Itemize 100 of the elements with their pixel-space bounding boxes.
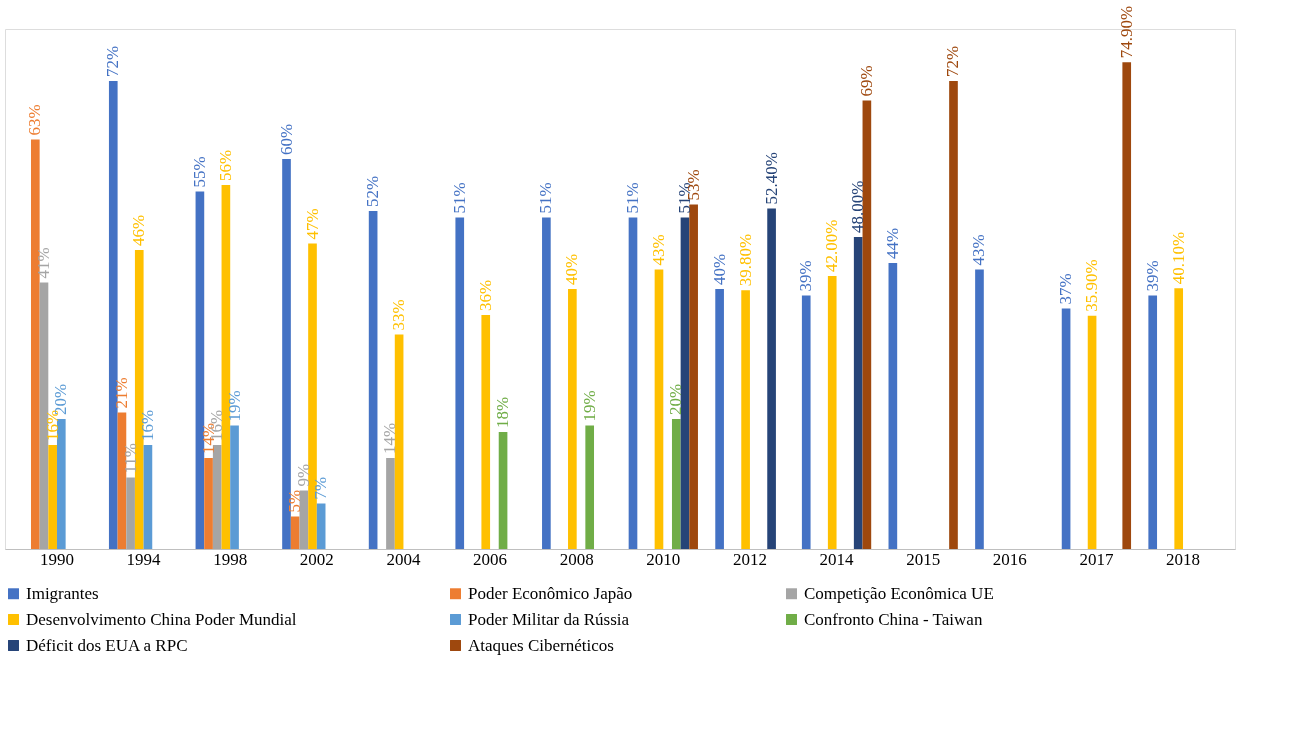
data-label: 46% bbox=[129, 214, 149, 246]
x-tick-label: 2008 bbox=[559, 549, 594, 569]
x-tick-label: 2004 bbox=[386, 549, 421, 569]
bar bbox=[715, 289, 724, 549]
bar bbox=[299, 490, 309, 549]
data-label: 69% bbox=[856, 65, 876, 97]
bar bbox=[134, 250, 144, 549]
data-label: 20% bbox=[666, 383, 686, 415]
bar bbox=[316, 503, 326, 549]
bar bbox=[827, 276, 837, 549]
bar bbox=[1148, 295, 1158, 549]
data-label: 44% bbox=[882, 227, 902, 259]
x-tick-label: 1994 bbox=[126, 549, 162, 569]
data-label: 18% bbox=[493, 396, 513, 428]
data-label: 11% bbox=[120, 442, 140, 474]
data-label: 39.80% bbox=[735, 233, 755, 287]
data-label: 43% bbox=[648, 234, 668, 266]
data-label: 56% bbox=[215, 149, 235, 181]
bar bbox=[308, 243, 317, 549]
data-label: 37% bbox=[1056, 273, 1076, 305]
data-label: 72% bbox=[103, 45, 123, 77]
bar bbox=[386, 458, 395, 549]
bar bbox=[741, 290, 750, 549]
legend-label: Poder Militar da Rússia bbox=[468, 609, 630, 629]
data-label: 16% bbox=[137, 409, 157, 441]
bar bbox=[1174, 288, 1184, 549]
bar bbox=[212, 445, 222, 549]
data-label: 74.90% bbox=[1116, 5, 1136, 59]
data-label: 51% bbox=[536, 182, 556, 214]
data-label: 14% bbox=[380, 422, 400, 454]
legend-label: Competição Econômica UE bbox=[804, 583, 994, 603]
data-label: 19% bbox=[579, 390, 599, 422]
bar bbox=[394, 334, 404, 549]
data-label: 39% bbox=[1142, 260, 1162, 292]
bar bbox=[30, 139, 40, 549]
bar bbox=[455, 217, 465, 549]
legend-label: Déficit dos EUA a RPC bbox=[26, 635, 188, 655]
data-label: 41% bbox=[33, 247, 53, 279]
data-label: 52% bbox=[363, 175, 383, 207]
data-label: 33% bbox=[389, 299, 409, 331]
data-label: 60% bbox=[276, 123, 296, 155]
bar bbox=[282, 159, 291, 549]
data-label: 9% bbox=[293, 463, 313, 487]
bar bbox=[143, 445, 153, 549]
bar bbox=[221, 185, 231, 549]
bar bbox=[767, 208, 776, 549]
legend-label: Desenvolvimento China Poder Mundial bbox=[26, 609, 297, 629]
data-label: 35.90% bbox=[1082, 259, 1102, 312]
data-label: 40% bbox=[709, 253, 729, 285]
bar bbox=[48, 445, 57, 549]
bar bbox=[481, 315, 491, 549]
legend-label: Confronto China - Taiwan bbox=[804, 609, 983, 629]
bar bbox=[368, 211, 378, 549]
data-label: 40% bbox=[562, 253, 582, 285]
bar bbox=[204, 458, 213, 549]
legend-label: Imigrantes bbox=[26, 583, 99, 603]
bar bbox=[1122, 62, 1132, 549]
bar bbox=[1061, 308, 1071, 549]
data-label: 7% bbox=[311, 476, 331, 500]
bar bbox=[888, 263, 898, 549]
bar bbox=[654, 269, 664, 549]
bar bbox=[568, 289, 577, 549]
data-label: 39% bbox=[796, 260, 816, 292]
data-label: 42.00% bbox=[822, 219, 842, 272]
x-tick-label: 2002 bbox=[299, 549, 334, 569]
x-tick-label: 2010 bbox=[646, 549, 681, 569]
bar bbox=[126, 477, 135, 549]
data-label: 51% bbox=[622, 182, 642, 214]
bar bbox=[542, 217, 551, 549]
bar bbox=[853, 237, 863, 549]
x-tick-label: 2017 bbox=[1079, 549, 1114, 569]
bar bbox=[949, 81, 958, 549]
x-tick-label: 2014 bbox=[819, 549, 855, 569]
bar bbox=[680, 217, 690, 549]
bar bbox=[862, 100, 872, 549]
legend-label: Ataques Cibernéticos bbox=[468, 635, 614, 655]
bar bbox=[671, 419, 681, 549]
data-label: 72% bbox=[943, 45, 963, 77]
data-label: 55% bbox=[189, 156, 209, 188]
bar bbox=[689, 204, 698, 549]
bar bbox=[195, 191, 205, 549]
x-tick-label: 1998 bbox=[213, 549, 248, 569]
data-label: 63% bbox=[25, 104, 45, 136]
bar bbox=[498, 432, 508, 549]
legend-label: Poder Econômico Japão bbox=[468, 583, 633, 603]
data-label: 40.10% bbox=[1168, 231, 1188, 285]
bar bbox=[56, 419, 66, 549]
data-label: 43% bbox=[969, 234, 989, 266]
x-tick-label: 2006 bbox=[473, 549, 508, 569]
data-label: 5% bbox=[285, 489, 305, 513]
x-tick-label: 2012 bbox=[732, 549, 767, 569]
x-tick-label: 2015 bbox=[906, 549, 941, 569]
data-label: 36% bbox=[475, 279, 495, 311]
data-label: 21% bbox=[111, 377, 131, 409]
bar bbox=[801, 295, 811, 549]
bar bbox=[585, 425, 595, 549]
bar bbox=[1087, 315, 1097, 549]
bar bbox=[117, 412, 127, 549]
data-label: 19% bbox=[224, 390, 244, 422]
bar bbox=[230, 425, 239, 549]
